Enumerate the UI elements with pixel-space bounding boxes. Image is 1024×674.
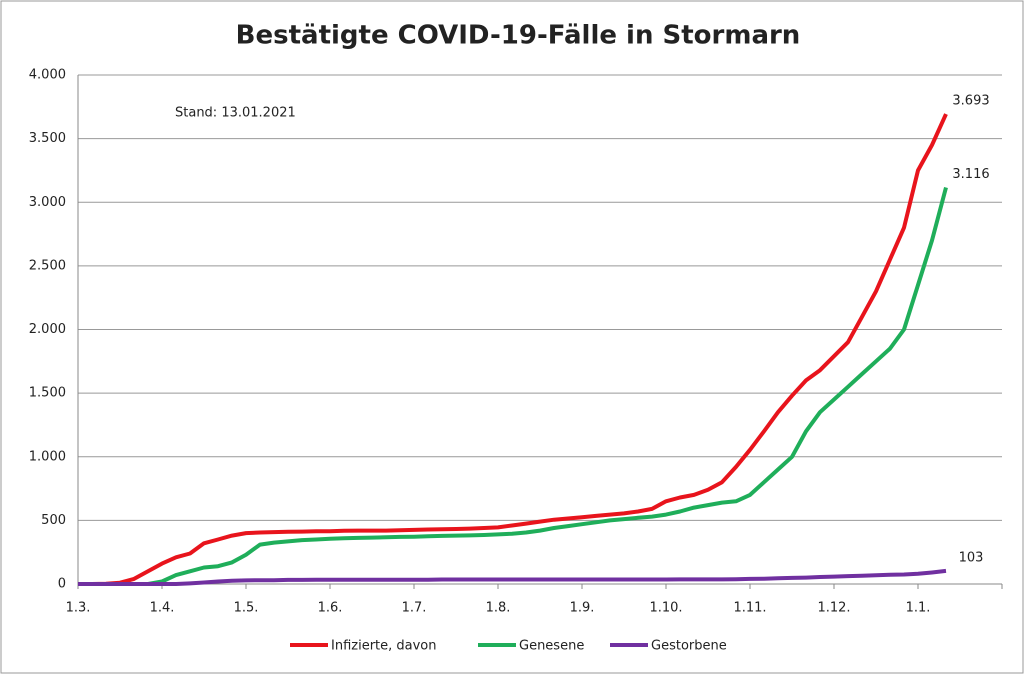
value-label: 3.693 (952, 94, 989, 109)
series-line (78, 113, 948, 586)
x-tick-label: 1.7. (402, 601, 427, 616)
legend-label: Gestorbene (651, 639, 727, 654)
y-tick-label: 2.000 (29, 322, 66, 337)
x-tick-label: 1.4. (150, 601, 175, 616)
x-tick-label: 1.5. (234, 601, 259, 616)
annotation: Stand: 13.01.2021 (175, 106, 296, 121)
y-tick-label: 2.500 (29, 258, 66, 273)
chart-title: Bestätigte COVID-19-Fälle in Stormarn (236, 21, 801, 51)
y-tick-label: 4.000 (29, 68, 66, 83)
x-tick-label: 1.1. (906, 601, 931, 616)
series-line (78, 186, 948, 586)
legend-label: Genesene (519, 639, 584, 654)
value-label: 103 (959, 550, 984, 565)
y-tick-label: 3.000 (29, 195, 66, 210)
x-tick-label: 1.3. (66, 601, 91, 616)
y-tick-label: 1.000 (29, 449, 66, 464)
value-label: 3.116 (952, 167, 989, 182)
x-tick-label: 1.10. (649, 601, 682, 616)
y-tick-label: 3.500 (29, 131, 66, 146)
y-tick-label: 1.500 (29, 386, 66, 401)
x-tick-label: 1.6. (318, 601, 343, 616)
y-tick-label: 0 (58, 577, 66, 592)
legend-label: Infizierte, davon (331, 639, 437, 654)
x-tick-label: 1.11. (733, 601, 766, 616)
series-line (78, 568, 947, 586)
x-tick-label: 1.12. (817, 601, 850, 616)
y-tick-label: 500 (41, 513, 66, 528)
x-tick-label: 1.9. (570, 601, 595, 616)
x-tick-label: 1.8. (486, 601, 511, 616)
